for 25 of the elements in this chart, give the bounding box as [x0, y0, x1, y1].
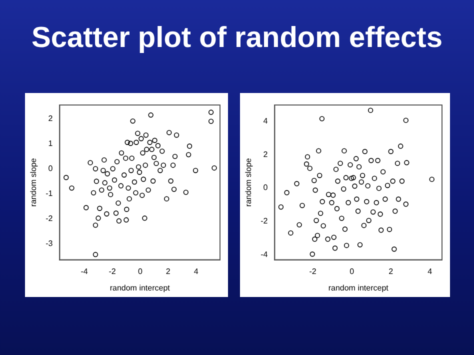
x-tick-label: 0: [350, 266, 355, 276]
y-axis-title: random slope: [244, 158, 254, 207]
x-tick-label: 4: [194, 266, 199, 276]
x-tick-label: 0: [138, 266, 143, 276]
y-tick-label: 0: [48, 164, 54, 173]
x-tick-label: -2: [108, 266, 116, 276]
y-tick-label: -4: [260, 250, 268, 259]
x-axis-title: random intercept: [328, 283, 390, 292]
y-tick-label: 4: [263, 116, 268, 126]
y-tick-label: 2: [263, 150, 268, 159]
x-tick-label: -2: [309, 266, 317, 276]
x-tick-label: 2: [166, 266, 171, 276]
y-tick-label: 2: [48, 114, 54, 123]
y-tick-label: -2: [260, 216, 268, 226]
x-axis-title: random intercept: [110, 283, 171, 292]
y-tick-label: -2: [46, 214, 54, 224]
y-axis-title: random slope: [29, 158, 38, 207]
x-tick-label: 4: [428, 266, 433, 276]
y-tick-label: -1: [46, 189, 54, 198]
chart-title: Scatter plot of random effects: [30, 22, 444, 55]
y-tick-label: 0: [263, 183, 268, 192]
x-tick-label: 2: [388, 266, 394, 276]
x-tick-label: -4: [80, 266, 88, 276]
y-tick-label: 1: [48, 138, 54, 148]
y-tick-label: -3: [46, 239, 54, 248]
